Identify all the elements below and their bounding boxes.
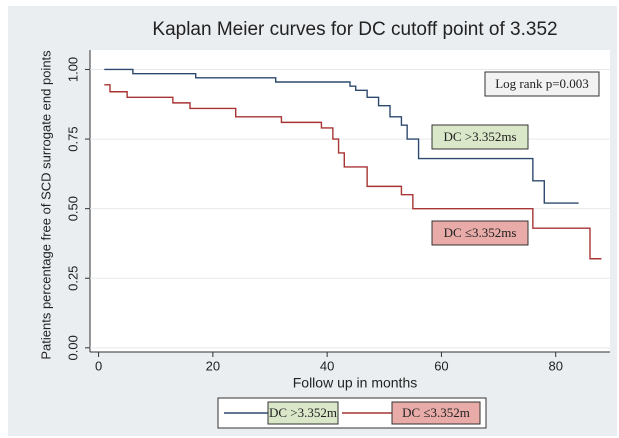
- annotation: DC >3.352ms: [443, 129, 516, 144]
- legend-label-box: [391, 401, 481, 425]
- km-curve: [104, 84, 602, 260]
- annotation-box: [431, 124, 529, 150]
- x-tick-label: 20: [206, 358, 220, 373]
- x-axis-label: Follow up in months: [293, 375, 418, 391]
- annotation-box: [484, 71, 600, 97]
- annotation-box: [431, 220, 529, 246]
- y-tick-label: 0.50: [65, 196, 80, 221]
- y-axis-label: Patients percentage free of SCD surrogat…: [38, 50, 53, 360]
- y-tick-label: 0.75: [65, 126, 80, 151]
- legend-label: DC >3.352m: [269, 405, 337, 420]
- km-curve: [104, 68, 579, 204]
- x-tick-label: 60: [434, 358, 448, 373]
- annotation: Log rank p=0.003: [495, 76, 589, 91]
- x-tick-label: 40: [320, 358, 334, 373]
- plot-area: [90, 50, 610, 352]
- annotation: DC ≤3.352ms: [444, 225, 517, 240]
- y-tick-label: 0.00: [65, 335, 80, 360]
- chart-title: Kaplan Meier curves for DC cutoff point …: [152, 19, 557, 40]
- legend-label-box: [267, 401, 339, 425]
- y-tick-label: 1.00: [65, 57, 80, 82]
- x-tick-label: 0: [95, 358, 102, 373]
- x-tick-label: 80: [548, 358, 562, 373]
- y-tick-label: 0.25: [65, 266, 80, 291]
- legend-label: DC ≤3.352m: [402, 405, 470, 420]
